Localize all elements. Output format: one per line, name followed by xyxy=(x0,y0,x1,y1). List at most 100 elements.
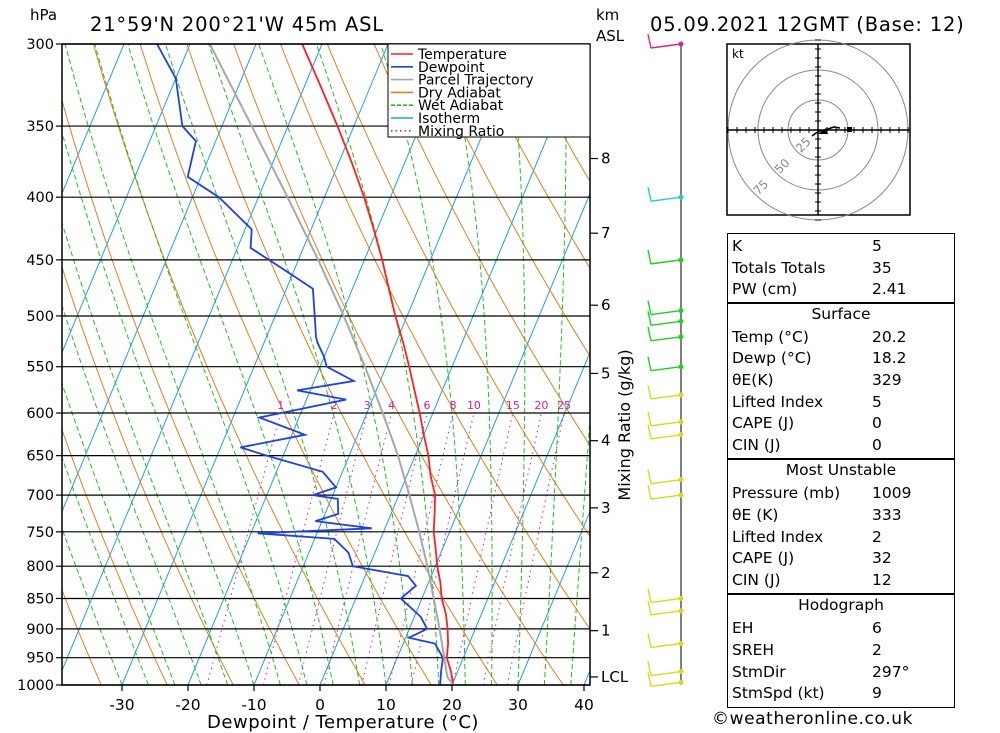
section-title: Hodograph xyxy=(798,596,884,615)
mixing-ratio-label: 1 xyxy=(277,399,284,412)
index-row: EH 6 xyxy=(727,618,955,639)
index-row: StmDir 297° xyxy=(727,662,955,683)
pressure-unit-label: hPa xyxy=(30,6,57,24)
index-box xyxy=(727,594,955,708)
wet-adiabat-line xyxy=(62,527,123,685)
temperature-tick-label: 40 xyxy=(574,696,594,714)
mixing-ratio-line xyxy=(297,412,368,685)
dewpoint-curve xyxy=(156,44,444,685)
height-tick-label: 7 xyxy=(601,224,611,242)
wind-barb-flag xyxy=(647,384,652,400)
mixing-ratio-line xyxy=(262,412,335,685)
km-label: km xyxy=(596,6,619,24)
isotherm-line xyxy=(187,44,455,685)
wind-barb-flag xyxy=(647,672,652,687)
temperature-tick-label: 20 xyxy=(442,696,462,714)
index-value: 35 xyxy=(872,258,892,277)
index-label: SREH xyxy=(732,641,775,659)
index-label: EH xyxy=(732,619,754,638)
isotherm-line xyxy=(319,44,587,685)
pressure-tick-label: 450 xyxy=(26,253,54,269)
height-tick-label: 8 xyxy=(601,150,611,168)
pressure-tick-label: 850 xyxy=(26,591,54,607)
index-value: 20.2 xyxy=(872,327,907,346)
index-value: 32 xyxy=(872,549,892,568)
index-value: 1009 xyxy=(872,484,912,503)
isotherm-line xyxy=(385,192,590,685)
index-row: PW (cm) 2.41 xyxy=(727,279,955,300)
wind-barb-flag xyxy=(647,661,652,676)
wind-barb-staff xyxy=(650,366,682,372)
isotherm-line xyxy=(253,44,521,685)
wet-adiabat-line xyxy=(64,44,281,685)
wind-barb-staff xyxy=(650,670,682,677)
wind-barb-flag xyxy=(647,356,652,371)
section-title: Most Unstable xyxy=(785,461,897,480)
index-label: Lifted Index xyxy=(732,527,824,546)
index-box xyxy=(727,233,955,303)
pressure-tick-label: 650 xyxy=(26,449,54,465)
legend-entry: Parcel Trajectory xyxy=(418,73,534,89)
index-box xyxy=(727,302,955,460)
height-tick-label: 4 xyxy=(601,432,611,450)
pressure-tick-label: 500 xyxy=(26,309,54,325)
temperature-tick-label: 10 xyxy=(376,696,396,714)
plot-frame xyxy=(61,43,591,686)
wind-barb-staff xyxy=(650,434,682,440)
parcel-trajectory-curve xyxy=(208,44,455,685)
pressure-tick-label: 700 xyxy=(26,488,54,504)
wind-barb-flag xyxy=(647,633,652,648)
pressure-tick-label: 750 xyxy=(26,525,54,541)
index-row: CAPE (J) 0 xyxy=(727,413,955,434)
wind-barb-staff xyxy=(650,336,682,342)
mixing-ratio-line xyxy=(388,412,454,685)
index-box xyxy=(727,459,955,595)
legend-entry: Temperature xyxy=(417,47,507,63)
wind-barb-flag xyxy=(647,411,652,426)
wind-barbs xyxy=(647,33,684,688)
wet-adiabat-line xyxy=(509,44,526,685)
index-label: Temp (°C) xyxy=(732,327,809,346)
dry-adiabat-line xyxy=(280,44,590,630)
index-label: PW (cm) xyxy=(732,280,798,299)
wind-barb-flag xyxy=(647,469,652,484)
mixing-ratio-label: 25 xyxy=(557,399,571,412)
height-tick-label: 6 xyxy=(601,296,611,314)
mixing-ratio-line xyxy=(452,412,514,685)
wind-barb-staff xyxy=(650,320,682,326)
wind-barb-staff xyxy=(650,43,682,49)
isotherm-line xyxy=(62,44,191,354)
mixing-ratio-label: 20 xyxy=(534,399,548,412)
wet-adiabat-line xyxy=(315,44,440,685)
wind-barb-staff xyxy=(650,642,682,649)
dry-adiabat-line xyxy=(92,44,366,685)
height-tick-label: 2 xyxy=(601,564,611,582)
pressure-tick-label: 400 xyxy=(26,190,54,206)
profile-curves xyxy=(156,44,455,685)
index-value: 297° xyxy=(872,662,910,681)
index-row: Dewp (°C) 18.2 xyxy=(727,348,955,369)
height-tick-label: 3 xyxy=(601,499,611,517)
wind-barb-staff xyxy=(650,478,682,485)
index-label: θE (K) xyxy=(732,506,779,524)
index-row: Pressure (mb) 1009 xyxy=(727,483,955,504)
wind-barb-flag xyxy=(647,424,652,439)
indices-panel: K 5 Totals Totals 35 PW (cm) 2.41 Surface Temp … xyxy=(727,233,955,708)
index-value: 0 xyxy=(872,414,882,433)
index-value: 5 xyxy=(872,392,882,411)
location-title: 21°59'N 200°21'W 45m ASL xyxy=(90,13,384,36)
wind-barb-flag xyxy=(647,311,652,326)
legend-entry: Dry Adiabat xyxy=(418,85,501,101)
mixing-ratio-label: 8 xyxy=(450,399,457,412)
index-label: Lifted Index xyxy=(732,392,824,411)
wet-adiabat-line xyxy=(258,44,413,685)
wind-barb-flag xyxy=(647,300,652,315)
pressure-tick-label: 800 xyxy=(26,559,54,575)
index-value: 2 xyxy=(872,527,882,546)
height-tick-label: 5 xyxy=(601,364,611,382)
x-axis-label: Dewpoint / Temperature (°C) xyxy=(207,712,479,733)
pressure-tick-label: 550 xyxy=(26,360,54,376)
index-row: Totals Totals 35 xyxy=(727,258,955,279)
